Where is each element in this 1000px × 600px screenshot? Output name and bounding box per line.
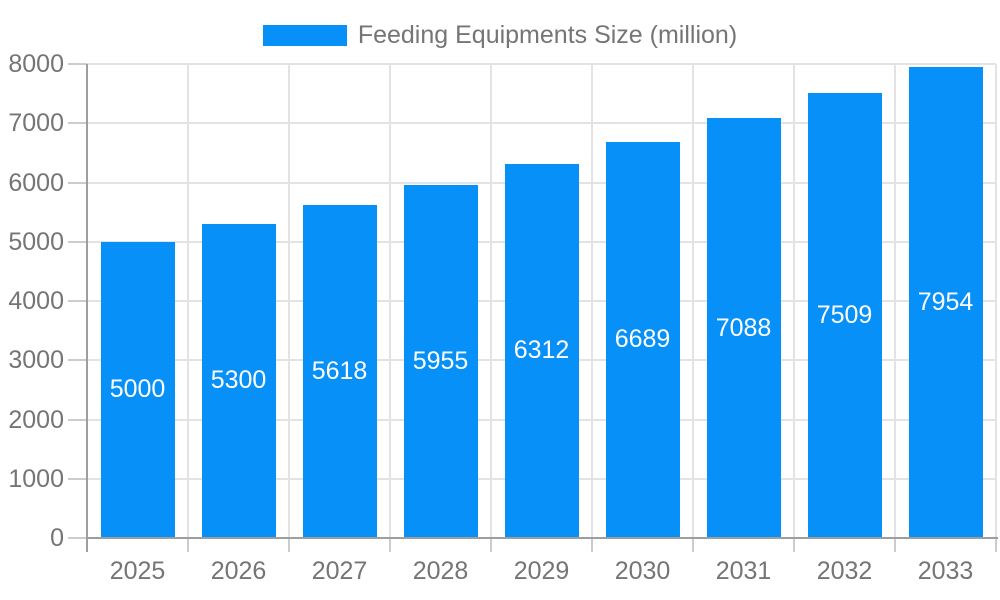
y-axis-tick bbox=[68, 359, 87, 362]
bar-value-label: 7509 bbox=[816, 301, 873, 330]
bar-value-label: 5955 bbox=[412, 347, 469, 376]
y-axis-label: 4000 bbox=[8, 287, 64, 315]
v-gridline bbox=[591, 64, 593, 538]
v-gridline bbox=[894, 64, 896, 538]
y-axis-tick bbox=[68, 537, 87, 539]
x-axis-tick bbox=[389, 538, 391, 552]
y-axis-label: 2000 bbox=[8, 405, 64, 434]
x-axis-line bbox=[87, 537, 998, 539]
h-gridline bbox=[87, 122, 996, 125]
y-axis-tick bbox=[68, 418, 87, 421]
v-gridline bbox=[389, 64, 391, 538]
x-axis-label: 2026 bbox=[210, 557, 267, 585]
x-axis-tick bbox=[995, 538, 997, 552]
x-axis-tick bbox=[187, 538, 189, 552]
y-axis-line bbox=[86, 64, 88, 552]
y-axis-tick bbox=[68, 240, 87, 243]
x-axis-tick bbox=[288, 538, 290, 552]
y-axis-tick bbox=[68, 477, 87, 480]
v-gridline bbox=[793, 64, 795, 538]
x-axis-tick bbox=[793, 538, 795, 552]
bar-value-label: 5618 bbox=[311, 357, 368, 386]
y-axis-label: 5000 bbox=[8, 227, 64, 256]
y-axis-label: 0 bbox=[50, 524, 64, 552]
bar-value-label: 6312 bbox=[513, 336, 570, 365]
bar bbox=[302, 205, 377, 538]
legend: Feeding Equipments Size (million) bbox=[0, 22, 1000, 48]
bar-value-label: 5300 bbox=[210, 366, 267, 395]
v-gridline bbox=[692, 64, 694, 538]
y-axis-tick bbox=[68, 122, 87, 125]
y-axis-label: 6000 bbox=[8, 168, 64, 197]
bar-value-label: 7954 bbox=[917, 287, 974, 316]
bar bbox=[201, 223, 276, 538]
x-axis-label: 2029 bbox=[513, 557, 570, 585]
y-axis-label: 7000 bbox=[8, 109, 64, 138]
y-axis-label: 8000 bbox=[8, 50, 64, 78]
bar-value-label: 5000 bbox=[109, 375, 166, 404]
legend-label: Feeding Equipments Size (million) bbox=[357, 21, 738, 49]
bar-value-label: 7088 bbox=[715, 313, 772, 342]
x-axis-label: 2031 bbox=[715, 557, 772, 585]
v-gridline bbox=[288, 64, 290, 538]
x-axis-label: 2028 bbox=[412, 557, 469, 585]
x-axis-tick bbox=[692, 538, 694, 552]
x-axis-tick bbox=[591, 538, 593, 552]
bar bbox=[504, 164, 579, 538]
x-axis-tick bbox=[894, 538, 896, 552]
v-gridline bbox=[490, 64, 492, 538]
x-axis-label: 2030 bbox=[614, 557, 671, 585]
bar bbox=[403, 185, 478, 538]
x-axis-label: 2032 bbox=[816, 557, 873, 585]
x-axis-label: 2027 bbox=[311, 557, 368, 585]
bar bbox=[605, 141, 680, 538]
y-axis-label: 1000 bbox=[8, 464, 64, 493]
v-gridline bbox=[995, 64, 997, 538]
x-axis-label: 2025 bbox=[109, 557, 166, 585]
bar bbox=[706, 118, 781, 538]
bar-value-label: 6689 bbox=[614, 325, 671, 354]
y-axis-tick bbox=[68, 63, 87, 65]
bar bbox=[100, 241, 175, 538]
v-gridline bbox=[187, 64, 189, 538]
bar bbox=[807, 93, 882, 538]
x-axis-tick bbox=[490, 538, 492, 552]
y-axis-label: 3000 bbox=[8, 346, 64, 375]
h-gridline bbox=[87, 63, 996, 65]
y-axis-tick bbox=[68, 181, 87, 184]
y-axis-tick bbox=[68, 300, 87, 302]
x-axis-label: 2033 bbox=[917, 557, 974, 585]
bar bbox=[908, 66, 983, 538]
legend-swatch bbox=[262, 24, 347, 46]
